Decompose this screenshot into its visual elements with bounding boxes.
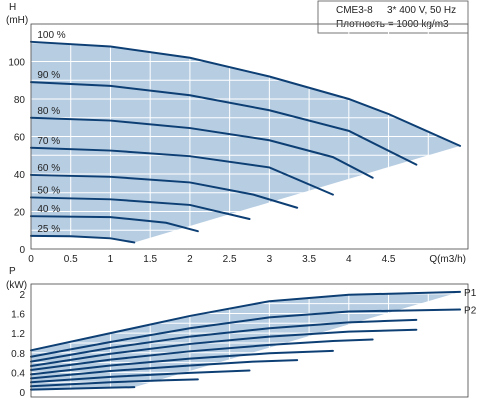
head-curve-label: 25 % [37,224,60,235]
head-ytick-label: 0 [19,245,25,256]
head-xtick-label: 1 [108,254,114,265]
supply-label: 3* 400 V, 50 Hz [387,5,456,16]
power-speed-curve [30,349,334,376]
head-xtick-label: 2.5 [223,254,237,265]
power-curve-series [30,308,462,358]
power-speed-curve [30,378,199,388]
head-curve-label: 90 % [37,70,60,81]
head-xtick-label: 3 [267,254,273,265]
head-curve-series [30,196,251,220]
power-ytick-label: 0.8 [11,349,25,360]
power-speed-curve [30,338,374,371]
head-xtick-label: 1.5 [143,254,157,265]
head-ytick-label: 20 [14,208,26,219]
head-xtick-label: 4 [346,254,352,265]
power-ytick-label: 0 [19,388,25,399]
head-xtick-label: 2 [187,254,193,265]
head-ytick-label: 60 [14,133,26,144]
head-ytick-label: 80 [14,95,26,106]
power-speed-curve [30,359,299,380]
head-curve-series [30,116,374,179]
power-curve-label: P2 [464,306,477,317]
power-ytick-label: 1.6 [11,309,25,320]
head-ylabel: H [9,2,16,13]
head-curve-series [30,234,136,244]
power-plot-frame [30,283,469,398]
head-yunit: (mH) [6,15,28,26]
head-plot-frame [30,23,469,250]
head-xtick-label: 0 [28,254,34,265]
power-speed-curve [30,318,418,363]
head-xlabel: Q(m3/h) [429,254,466,265]
power-ytick-label: 2 [19,290,25,301]
head-operating-area [31,41,461,243]
head-xtick-label: 3.5 [302,254,316,265]
power-operating-area [31,291,461,390]
power-speed-curve [30,386,136,391]
head-curve-label: 60 % [37,163,60,174]
head-curve-label: 40 % [37,204,60,215]
power-ytick-label: 1.2 [11,329,25,340]
head-xtick-label: 0.5 [64,254,78,265]
head-curve-series [30,40,462,147]
head-curve-label: 100 % [37,30,65,41]
power-ylabel: P [9,266,16,277]
head-xtick-label: 4.5 [382,254,396,265]
head-ytick-label: 100 [8,58,25,69]
head-curve-series [30,173,299,209]
model-label: CME3-8 [336,5,373,16]
head-curve-series [30,146,334,196]
power-yunit: (kW) [6,280,27,291]
power-chart: P1 P2 0 0.4 0.8 1.2 1.6 2 P (kW) [6,266,477,399]
power-speed-curve [30,369,251,384]
head-curve-label: 50 % [37,185,60,196]
power-speed-curve [30,328,418,368]
header-box [317,0,469,34]
head-curve-series [30,215,199,233]
head-ytick-label: 40 [14,170,26,181]
head-curve-label: 70 % [37,136,60,147]
head-curve-series [30,81,418,166]
power-curve-label: P1 [464,288,477,299]
head-chart: 100 %90 %80 %70 %60 %50 %40 %25 %0204060… [6,2,469,265]
head-curve-label: 80 % [37,106,60,117]
power-curve-series [30,290,462,352]
power-ytick-label: 0.4 [11,368,25,379]
